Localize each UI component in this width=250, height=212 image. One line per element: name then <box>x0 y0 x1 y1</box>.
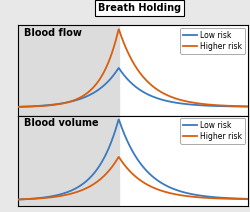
Text: Blood flow: Blood flow <box>24 28 82 38</box>
Bar <box>18 25 119 116</box>
Legend: Low risk, Higher risk: Low risk, Higher risk <box>180 28 245 54</box>
Text: Breath Holding: Breath Holding <box>98 3 181 13</box>
Bar <box>18 116 119 206</box>
Legend: Low risk, Higher risk: Low risk, Higher risk <box>180 118 245 144</box>
Text: Blood volume: Blood volume <box>24 118 99 128</box>
